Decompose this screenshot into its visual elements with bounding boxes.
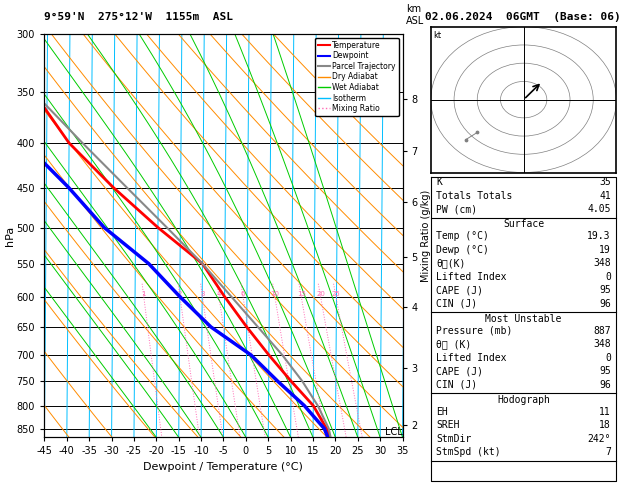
Text: 02.06.2024  06GMT  (Base: 06): 02.06.2024 06GMT (Base: 06) xyxy=(425,12,620,22)
Text: Lifted Index: Lifted Index xyxy=(437,272,507,282)
Text: 96: 96 xyxy=(599,380,611,390)
Text: 6: 6 xyxy=(241,291,245,296)
Text: 348: 348 xyxy=(593,339,611,349)
Text: K: K xyxy=(437,177,442,188)
Text: 3: 3 xyxy=(200,291,204,296)
Text: CAPE (J): CAPE (J) xyxy=(437,285,484,295)
Text: Surface: Surface xyxy=(503,219,544,229)
Text: 0: 0 xyxy=(605,272,611,282)
Text: 348: 348 xyxy=(593,259,611,268)
Text: θᴄ (K): θᴄ (K) xyxy=(437,339,472,349)
Text: 95: 95 xyxy=(599,366,611,376)
Legend: Temperature, Dewpoint, Parcel Trajectory, Dry Adiabat, Wet Adiabat, Isotherm, Mi: Temperature, Dewpoint, Parcel Trajectory… xyxy=(315,38,399,116)
Text: 0: 0 xyxy=(605,353,611,363)
Point xyxy=(460,136,470,144)
Text: km
ASL: km ASL xyxy=(406,4,425,26)
Text: StmDir: StmDir xyxy=(437,434,472,444)
Text: 19.3: 19.3 xyxy=(587,231,611,242)
Text: 41: 41 xyxy=(599,191,611,201)
Text: 20: 20 xyxy=(316,291,325,296)
Text: 887: 887 xyxy=(593,326,611,336)
Text: 25: 25 xyxy=(331,291,340,296)
Text: 2: 2 xyxy=(178,291,182,296)
Text: LCL: LCL xyxy=(385,427,403,437)
Text: Hodograph: Hodograph xyxy=(497,395,550,405)
Text: CIN (J): CIN (J) xyxy=(437,299,477,309)
Text: 18: 18 xyxy=(599,420,611,431)
Text: Temp (°C): Temp (°C) xyxy=(437,231,489,242)
Point xyxy=(472,128,482,136)
Y-axis label: hPa: hPa xyxy=(5,226,15,246)
Text: 1: 1 xyxy=(142,291,146,296)
Text: EH: EH xyxy=(437,407,448,417)
Text: kt: kt xyxy=(433,31,442,40)
Text: 4.05: 4.05 xyxy=(587,205,611,214)
Y-axis label: Mixing Ratio (g/kg): Mixing Ratio (g/kg) xyxy=(421,190,431,282)
Text: CAPE (J): CAPE (J) xyxy=(437,366,484,376)
Text: 35: 35 xyxy=(599,177,611,188)
Text: PW (cm): PW (cm) xyxy=(437,205,477,214)
Text: 10: 10 xyxy=(270,291,279,296)
Text: Most Unstable: Most Unstable xyxy=(486,314,562,324)
Text: 95: 95 xyxy=(599,285,611,295)
Text: Totals Totals: Totals Totals xyxy=(437,191,513,201)
Text: 96: 96 xyxy=(599,299,611,309)
Text: 11: 11 xyxy=(599,407,611,417)
Text: Pressure (mb): Pressure (mb) xyxy=(437,326,513,336)
Text: θᴄ(K): θᴄ(K) xyxy=(437,259,466,268)
Text: 4: 4 xyxy=(217,291,221,296)
Text: 15: 15 xyxy=(297,291,306,296)
X-axis label: Dewpoint / Temperature (°C): Dewpoint / Temperature (°C) xyxy=(143,462,303,472)
Text: Lifted Index: Lifted Index xyxy=(437,353,507,363)
Text: 242°: 242° xyxy=(587,434,611,444)
Text: SREH: SREH xyxy=(437,420,460,431)
Text: 9°59'N  275°12'W  1155m  ASL: 9°59'N 275°12'W 1155m ASL xyxy=(44,12,233,22)
Text: CIN (J): CIN (J) xyxy=(437,380,477,390)
Text: 7: 7 xyxy=(605,448,611,457)
Text: Dewp (°C): Dewp (°C) xyxy=(437,245,489,255)
Text: StmSpd (kt): StmSpd (kt) xyxy=(437,448,501,457)
Text: 19: 19 xyxy=(599,245,611,255)
